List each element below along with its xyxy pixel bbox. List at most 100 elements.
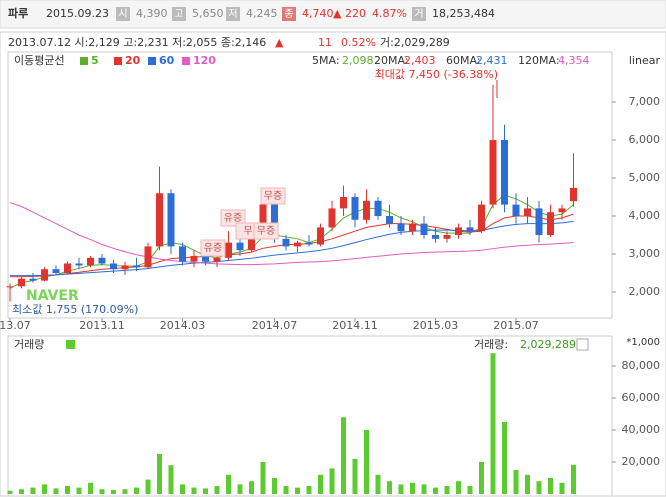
volume-bar [203, 488, 208, 494]
volume-bar [145, 479, 151, 494]
ma-readout-value: 2,431 [476, 54, 508, 67]
volume: 18,253,484 [432, 7, 495, 20]
candle-body [282, 238, 290, 247]
header-value: 4,390 [136, 7, 168, 20]
volume-bar [456, 481, 461, 494]
event-label: 무증 [264, 190, 282, 202]
ma-line [9, 220, 574, 277]
candle-body [340, 197, 347, 209]
candle-body [374, 200, 382, 217]
volume-bar [490, 353, 496, 494]
min-note: 최소값 1,755 (170.09%) [12, 303, 138, 316]
candle-body [133, 265, 140, 268]
volume-bar [226, 474, 231, 494]
header-value: 4,245 [246, 7, 278, 20]
candle-body [317, 227, 324, 245]
icon-label: 저 [228, 8, 237, 20]
candle-body [64, 263, 71, 274]
volume-bar [410, 482, 415, 494]
ma-readout-label: 20MA: [374, 54, 409, 67]
volume-bar [295, 487, 300, 494]
candle-body [6, 286, 14, 288]
candle-body [443, 235, 451, 239]
volume-bar [421, 484, 427, 494]
candle-body [179, 246, 186, 262]
volume-bar [214, 486, 220, 494]
volume-bar [122, 489, 128, 494]
icon-label: 종 [284, 8, 293, 20]
icon-label: 거 [414, 8, 423, 20]
y-tick-label: 3,000 [629, 247, 661, 260]
volume-bar [571, 464, 576, 494]
volume-bar [318, 474, 323, 494]
volume-bar [88, 482, 93, 494]
volume-bar [76, 487, 82, 494]
volume-bar [467, 486, 473, 494]
candle-body [420, 223, 428, 236]
candle-body [75, 263, 83, 266]
close-button[interactable] [576, 338, 589, 351]
volume-bar [341, 417, 346, 494]
candle-body [351, 197, 359, 220]
legend-swatch [148, 57, 156, 65]
volume-bar [249, 481, 254, 494]
max-note: 최대값 7,450 (-36.38%) [375, 68, 498, 81]
header-bar [0, 0, 666, 29]
y-tick-label: 7,000 [629, 95, 661, 108]
volume-bar [513, 470, 519, 494]
volume-bar [444, 486, 450, 494]
ma-line [9, 202, 574, 266]
volume-bar [352, 458, 358, 494]
hover-rate: 0.52% [341, 36, 376, 49]
candle-body [501, 140, 508, 205]
candle-body [98, 257, 106, 264]
candle-body [478, 204, 485, 232]
event-label: 유증 [224, 212, 242, 224]
volume-bar [525, 474, 530, 494]
x-tick-label: 2014.07 [252, 319, 298, 332]
legend-label: 5 [91, 54, 99, 67]
volume-bar [272, 478, 277, 494]
stock-name: 파루 [8, 6, 28, 20]
candle-body [156, 193, 163, 247]
candle-body [409, 223, 416, 232]
volume-bar [260, 462, 266, 494]
candle-body [52, 269, 60, 274]
volume-bar [398, 484, 404, 494]
ma-readout-value: 2,098 [342, 54, 374, 67]
candle-body [259, 204, 267, 236]
candle-body [144, 246, 152, 268]
hover-volume: 거:2,029,289 [380, 36, 450, 49]
change: ▲ 220 [333, 7, 366, 20]
volume-label: 거래량: [474, 338, 508, 351]
candle-body [305, 242, 313, 245]
x-tick-label: 2015.03 [413, 319, 459, 332]
volume-value: 2,029,289 [520, 338, 576, 351]
candle-body [167, 193, 175, 247]
y-tick-label: 2,000 [629, 285, 661, 298]
candle-body [41, 269, 48, 281]
legend-swatch [114, 57, 122, 65]
hover-change: 11 [318, 36, 332, 49]
event-box [260, 187, 286, 205]
event-label: 유증 [204, 242, 222, 254]
icon [172, 7, 186, 21]
event-label: 무증 [257, 225, 275, 237]
candle-body [29, 278, 37, 281]
volume-bar [180, 484, 185, 494]
legend-swatch [80, 57, 88, 65]
ma-title: 이동평균선 [14, 54, 65, 67]
volume-legend-swatch [66, 340, 75, 349]
candle-body [524, 208, 531, 217]
event-box [253, 222, 279, 240]
volume-bar [168, 465, 174, 494]
volume-panel [7, 335, 613, 497]
ma-readout-label: 5MA: [312, 54, 340, 67]
candle-body [432, 235, 439, 239]
icon [116, 7, 130, 21]
y-tick-label: 6,000 [629, 133, 661, 146]
ma-readout-value: 4,354 [558, 54, 590, 67]
volume-bar [387, 481, 392, 494]
volume-bar [548, 478, 553, 494]
volume-bar [329, 468, 335, 494]
